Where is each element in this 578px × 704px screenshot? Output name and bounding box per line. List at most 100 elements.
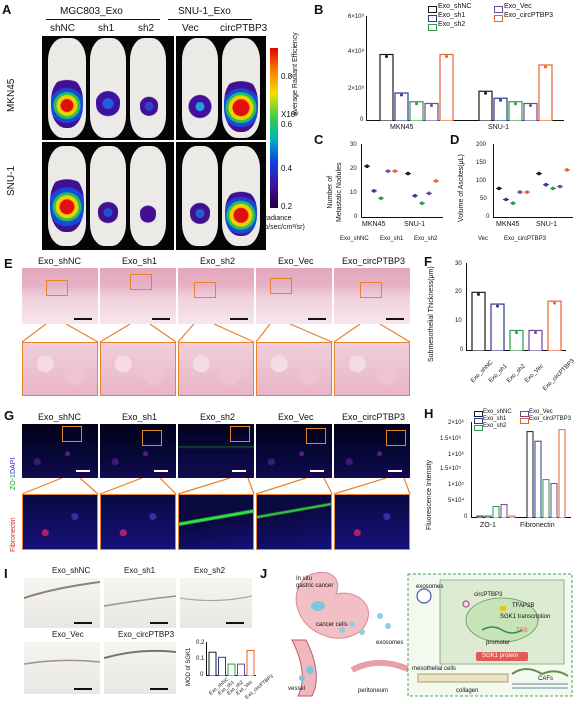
mouse-mkn45-sh1 — [90, 38, 126, 138]
legend-item: Exo_shNC — [483, 409, 512, 415]
if-image-shnc — [22, 424, 98, 478]
point-Exo_shNC-SNU-1 — [484, 91, 487, 95]
he-image-circptbp3 — [334, 268, 410, 324]
ihc-image-sh1 — [104, 578, 176, 628]
bar-Exo_Vec — [237, 663, 245, 676]
label-peritoneum: peritoneum — [358, 688, 389, 694]
point-Exo_Vec-SNU-1 — [529, 104, 532, 107]
point-Exo_sh1-MKN45 — [400, 93, 403, 97]
point-Exo_shNC-MKN45 — [385, 55, 388, 58]
col-label: Exo_Vec — [278, 412, 314, 422]
y-axis — [361, 144, 362, 218]
label-sgk1-transcription: SGK1 transcription — [500, 614, 551, 620]
bar-Exo_shNC — [208, 651, 217, 676]
x-axis — [471, 517, 571, 518]
bar-Exo_Vec-SNU-1 — [523, 102, 538, 121]
schematic-drawing — [291, 572, 573, 697]
label-mesothelial-cells: mesothelial cells — [412, 666, 457, 672]
mouse-snu1-sh2 — [130, 146, 166, 246]
signal-blob — [224, 78, 258, 132]
point-Exo_sh1 — [496, 304, 499, 308]
label-circptbp3: circPTBP3 — [474, 592, 503, 598]
tick-label: 150 — [476, 160, 487, 166]
panel-label-j: J — [260, 566, 268, 581]
tick-label: Exo_Vec — [524, 363, 545, 385]
label-collagen: collagen — [456, 688, 479, 694]
bar-Exo_sh1-MKN45 — [394, 92, 409, 121]
if-zoom-sh2 — [178, 494, 254, 550]
panel-label-d: D — [450, 132, 460, 147]
colorbar-tick: 0.4 — [281, 164, 293, 173]
signal-blob — [140, 202, 156, 224]
colorbar-label: Radiance (p/sec/cm²/sr) — [262, 215, 305, 231]
tick-label: 4×10⁸ — [348, 49, 365, 55]
signal-blob — [50, 176, 84, 232]
ihc-image-shnc — [24, 578, 100, 628]
point-Exo_circPTBP3-MKN45 — [445, 55, 448, 58]
point-Exo_sh2 — [515, 330, 518, 334]
x-axis — [366, 120, 564, 121]
he-zoom-sh1 — [100, 342, 176, 396]
he-zoom-vec — [256, 342, 332, 396]
signal-blob — [190, 198, 210, 226]
point-Exo_circPTBP3-SNU-1 — [544, 65, 547, 69]
label-sgk1-protein: SGK1 protein — [482, 653, 519, 659]
legend-item: Exo_shNC — [438, 3, 472, 10]
legend-item: Exo_circPTBP3 — [504, 12, 554, 19]
tick-label: 1.5×10⁵ — [440, 466, 462, 472]
label-tfap2b: TFAP2B — [512, 603, 535, 609]
col-label: Exo_circPTBP3 — [118, 630, 175, 639]
bar-Exo_circPTBP3-Fibronectin — [558, 429, 566, 518]
tick-label: 0.1 — [196, 656, 205, 662]
col-label: Exo_sh2 — [194, 566, 226, 575]
he-zoom-shnc — [22, 342, 98, 396]
tick-label: 5×10⁴ — [448, 498, 465, 504]
tick-label: 0 — [460, 347, 464, 353]
panel-b-bars — [379, 53, 553, 121]
tick-label: 10 — [350, 190, 357, 196]
if-image-sh1 — [100, 424, 176, 478]
point-Exo_shNC — [477, 292, 480, 296]
bar-Exo_sh1 — [218, 656, 226, 676]
panel-label-h: H — [424, 406, 434, 421]
tick-label: 0 — [354, 214, 358, 220]
bar-Exo_sh2 — [227, 663, 236, 676]
group-label: SNU-1 — [488, 124, 510, 131]
bar-Exo_Vec-ZO-1 — [500, 504, 508, 518]
panel-label-i: I — [4, 566, 8, 581]
legend-item: Exo_sh1 — [380, 236, 404, 242]
group-label-snu1: SNU-1_Exo — [178, 6, 231, 17]
tick-label: 1.5×10⁶ — [440, 436, 461, 442]
label-cafs: CAFs — [538, 676, 553, 682]
bar-Exo_shNC — [471, 291, 486, 351]
mouse-snu1-sh1 — [90, 146, 126, 246]
x-axis — [493, 217, 573, 218]
colorbar-tick: 0.6 — [281, 120, 293, 129]
signal-blob — [96, 86, 120, 118]
bar-Exo_sh1-ZO-1 — [484, 515, 492, 518]
group-underline-right — [168, 19, 252, 20]
point-Exo_sh2-MKN45 — [415, 102, 418, 106]
col-label-sh2: sh2 — [138, 23, 155, 34]
col-label: Exo_circPTBP3 — [342, 412, 406, 422]
y-axis-label: MOD of SGK1 — [186, 647, 192, 686]
label-cancer-cells: cancer cells — [316, 622, 348, 628]
legend-item: Exo_Vec — [529, 409, 553, 415]
bar-Exo_shNC-Fibronectin — [526, 431, 534, 518]
y-axis — [466, 263, 467, 351]
mouse-snu1-circptbp3 — [222, 146, 260, 246]
point-Exo_sh1-SNU-1 — [499, 98, 502, 102]
radiance-colorbar — [270, 48, 278, 208]
group-label: MKN45 — [362, 221, 386, 228]
tick-label: 20 — [455, 289, 462, 295]
col-label-sh1: sh1 — [98, 23, 115, 34]
point-Exo_circPTBP3 — [553, 301, 556, 305]
col-label: Exo_sh1 — [122, 256, 158, 266]
panel-h-bars — [476, 429, 566, 518]
point-Exo_Vec-MKN45 — [430, 104, 433, 107]
label-dapi: DAPI — [10, 457, 17, 474]
col-label: Exo_Vec — [278, 256, 314, 266]
zoom-connector-lines — [22, 324, 411, 343]
if-image-circptbp3 — [334, 424, 410, 478]
if-zoom-circptbp3 — [334, 494, 410, 550]
